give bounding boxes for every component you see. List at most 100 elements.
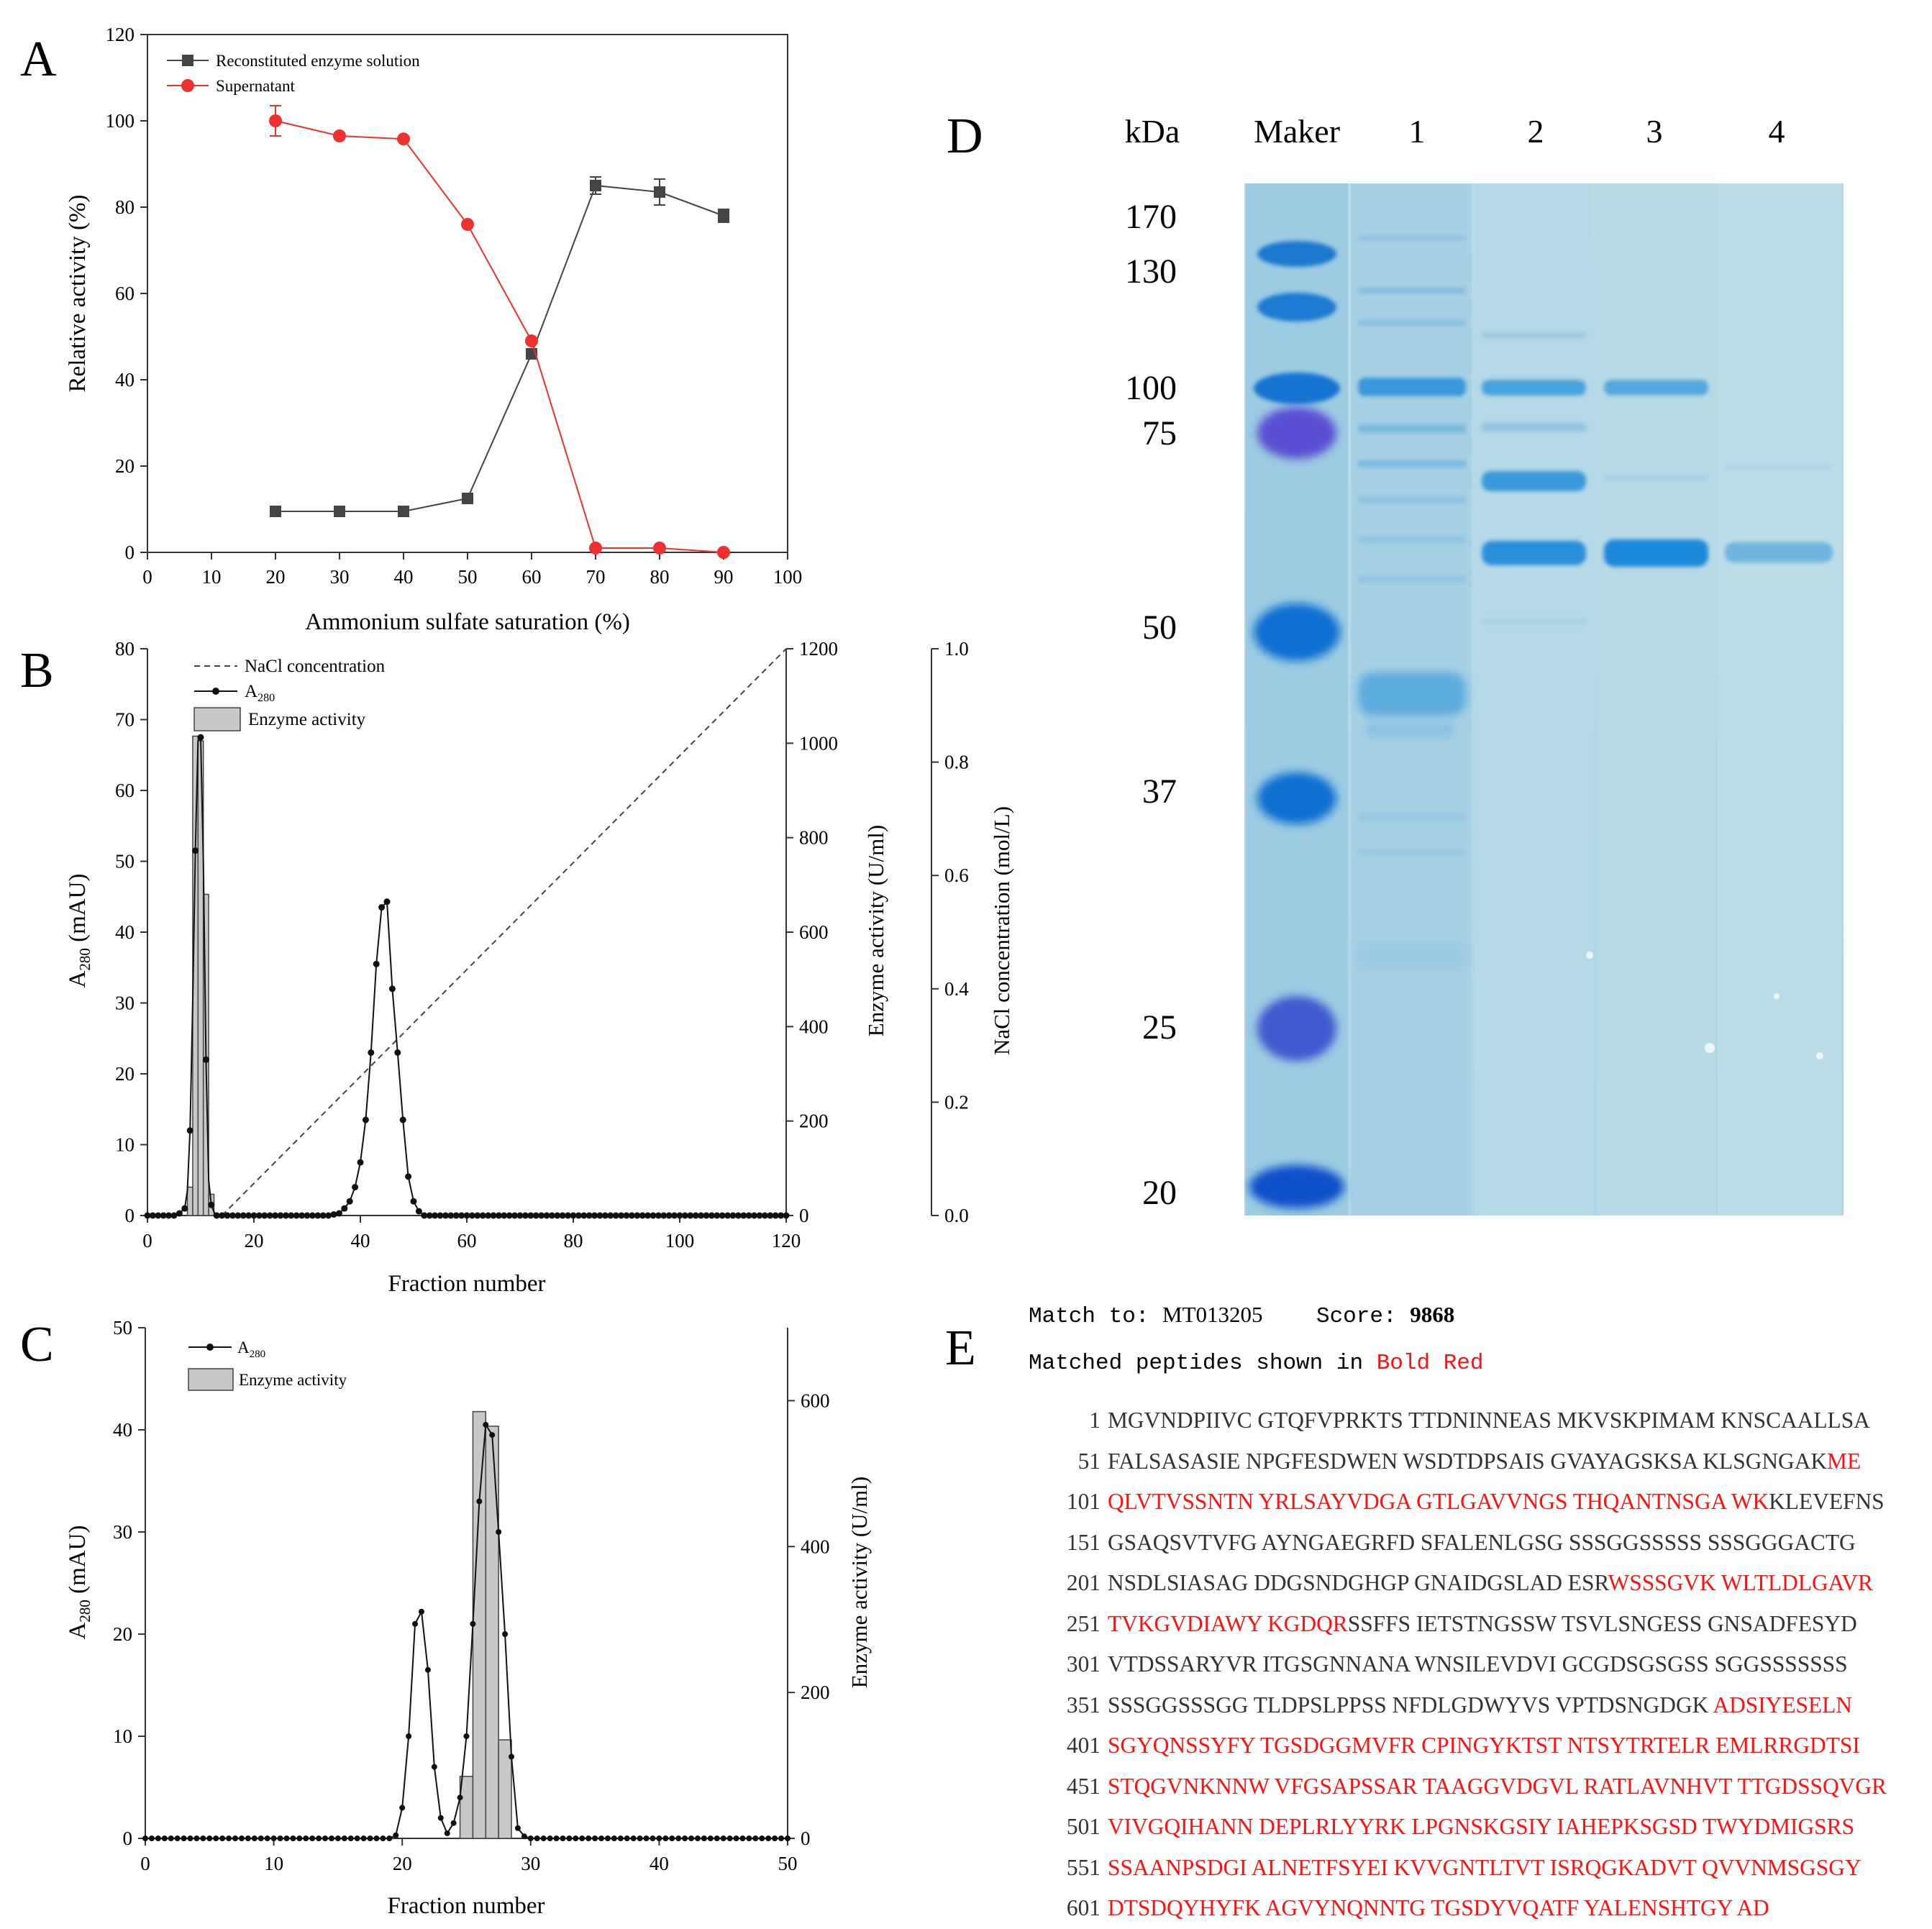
a280-point — [378, 904, 386, 911]
a280-point — [580, 1212, 588, 1219]
a280-point — [501, 1212, 508, 1219]
a280-point — [255, 1212, 263, 1219]
a280-point — [778, 1212, 785, 1219]
y3-tick-label: 0.0 — [944, 1205, 969, 1226]
x-tick-label: 100 — [773, 566, 803, 588]
a280-point — [675, 1835, 682, 1841]
y-tick-label: 20 — [115, 1063, 135, 1085]
a280-point — [181, 1835, 187, 1841]
a280-point — [405, 1173, 412, 1180]
activity-bar — [485, 1426, 499, 1839]
panel-b-label: B — [20, 643, 54, 698]
data-point — [462, 493, 473, 504]
a280-point — [547, 1835, 553, 1841]
a280-point — [761, 1212, 768, 1219]
a280-point — [623, 1212, 630, 1219]
a280-point — [714, 1212, 721, 1219]
a280-point — [447, 1212, 455, 1219]
chart-c-ylabel: A280 (mAU) — [65, 1526, 94, 1640]
a280-point — [772, 1212, 779, 1219]
y2-tick-label: 1000 — [799, 732, 838, 754]
a280-point — [432, 1212, 439, 1219]
marker-size-labels: 170 130 100 75 50 37 25 20 — [1125, 198, 1177, 1212]
lane-2-bg — [1475, 183, 1593, 1216]
a280-point — [421, 1212, 428, 1219]
a280-point — [495, 1212, 502, 1219]
data-point — [654, 186, 665, 198]
a280-point — [694, 1835, 701, 1841]
lane-2-band-60 — [1482, 541, 1586, 565]
a280-point — [585, 1835, 592, 1841]
y2-tick-label: 200 — [799, 1111, 829, 1132]
x-tick-label: 80 — [564, 1230, 583, 1251]
residue-number: 101 — [1066, 1489, 1101, 1514]
x-tick-label: 60 — [522, 566, 542, 588]
x-tick-label: 40 — [394, 566, 414, 588]
marker-band-37 — [1257, 772, 1336, 824]
lane-3-band-60 — [1604, 539, 1708, 567]
y-tick-label: 50 — [113, 1317, 132, 1339]
marker-band-25 — [1257, 996, 1336, 1061]
y-tick-label: 10 — [115, 1134, 135, 1156]
a280-point — [463, 1733, 470, 1739]
residue-number: 301 — [1066, 1651, 1101, 1677]
chart-c-a280-series — [142, 1421, 790, 1841]
a280-point — [250, 1212, 258, 1219]
a280-point — [224, 1212, 231, 1219]
a280-point — [406, 1733, 412, 1739]
matched-peptide: SGYQNSSYFY TGSDGGMVFR CPINGYKTST NTSYTRT… — [1108, 1733, 1860, 1758]
a280-point — [418, 1608, 424, 1615]
sequence-row: 451 STQGVNKNNW VFGSAPSSAR TAAGGVDGVL RATL… — [1029, 1766, 1913, 1807]
y-tick-label: 30 — [115, 993, 135, 1014]
a280-point — [739, 1835, 746, 1841]
chart-b-ylabel-unit: (mAU) — [65, 874, 91, 949]
a280-point — [644, 1212, 652, 1219]
residue-number: 551 — [1066, 1854, 1101, 1880]
a280-point — [656, 1835, 662, 1841]
a280-point — [682, 1835, 688, 1841]
a280-point — [540, 1835, 547, 1841]
y-tick-label: 60 — [115, 283, 135, 304]
sequence-row: 51 FALSASASIE NPGFESDWEN WSDTDPSAIS GVAYA… — [1029, 1441, 1913, 1482]
y-tick-label: 50 — [115, 851, 135, 872]
a280-point — [751, 1212, 758, 1219]
y-tick-label: 80 — [115, 638, 135, 660]
y2-tick-label: 1200 — [799, 638, 838, 660]
a280-point — [733, 1835, 739, 1841]
a280-point — [532, 1212, 539, 1219]
sequence-text: NSDLSIASAG DDGSNDGHGP GNAIDGSLAD ESR — [1108, 1570, 1608, 1595]
lane-1-bands — [1358, 236, 1466, 971]
y-tick-label: 40 — [115, 921, 135, 943]
a280-point — [334, 1835, 341, 1841]
chart-a: A 0 20 40 60 80 100 120 0 10 20 30 40 50 60 70 80 90 100… — [20, 24, 803, 635]
marker-label-170: 170 — [1125, 198, 1177, 236]
a280-point — [681, 1212, 688, 1219]
a280-point — [671, 1212, 678, 1219]
residue-number: 351 — [1066, 1692, 1101, 1718]
a280-point — [309, 1835, 316, 1841]
x-tick-label: 10 — [202, 566, 222, 588]
chart-b-y2-axis: 0 200 400 600 800 1000 1200 — [786, 638, 838, 1226]
y2-tick-label: 600 — [801, 1390, 830, 1411]
a280-point — [330, 1211, 337, 1218]
lane-3-band-100 — [1604, 380, 1708, 396]
marker-label-100: 100 — [1125, 369, 1177, 407]
a280-point — [283, 1835, 290, 1841]
lane-2-band-100 — [1482, 380, 1586, 396]
a280-point — [187, 1835, 193, 1841]
a280-point — [729, 1212, 737, 1219]
a280-point — [431, 1764, 437, 1770]
x-tick-label: 20 — [266, 566, 286, 588]
a280-point — [357, 1159, 364, 1166]
chart-a-xlabel: Ammonium sulfate saturation (%) — [305, 609, 630, 635]
chart-c-ylabel-unit: (mAU) — [65, 1526, 91, 1600]
legend-a280: A280 — [237, 1339, 265, 1360]
sequence-text: GSAQSVTVFG AYNGAEGRFD SFALENLGSG SSSGGSS… — [1108, 1529, 1856, 1555]
a280-point — [543, 1212, 550, 1219]
sequence-text: FALSASASIE NPGFESDWEN WSDTDPSAIS GVAYAGS… — [1108, 1448, 1828, 1474]
x-tick-label: 20 — [245, 1230, 264, 1251]
residue-number: 1 — [1089, 1408, 1101, 1433]
lane-4-band-60 — [1725, 542, 1833, 562]
a280-point — [219, 1212, 226, 1219]
a280-point — [726, 1835, 733, 1841]
